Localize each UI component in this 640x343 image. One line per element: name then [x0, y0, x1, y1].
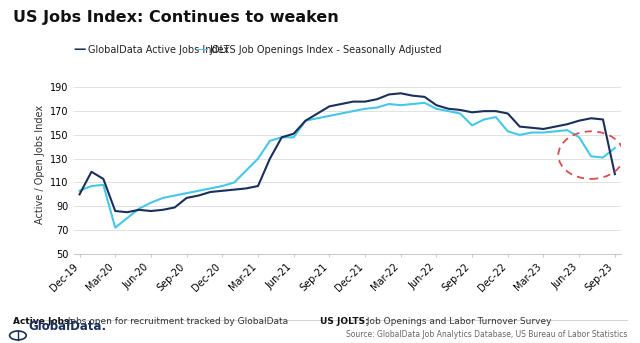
- Text: Source: GlobalData Job Analytics Database, US Bureau of Labor Statistics: Source: GlobalData Job Analytics Databas…: [346, 330, 627, 339]
- Text: —: —: [74, 43, 86, 56]
- Text: US Jobs Index: Continues to weaken: US Jobs Index: Continues to weaken: [13, 10, 339, 25]
- Text: —: —: [195, 43, 208, 56]
- Text: GlobalData.: GlobalData.: [29, 320, 107, 333]
- Text: GlobalData Active Jobs Index: GlobalData Active Jobs Index: [88, 45, 229, 55]
- Text: Job Openings and Labor Turnover Survey: Job Openings and Labor Turnover Survey: [364, 317, 551, 326]
- Text: Jobs open for recruitment tracked by GlobalData: Jobs open for recruitment tracked by Glo…: [65, 317, 289, 326]
- Y-axis label: Active / Open Jobs Index: Active / Open Jobs Index: [35, 105, 45, 224]
- Text: JOLTS Job Openings Index - Seasonally Adjusted: JOLTS Job Openings Index - Seasonally Ad…: [209, 45, 442, 55]
- Text: US JOLTS:: US JOLTS:: [320, 317, 369, 326]
- Text: Active Jobs:: Active Jobs:: [13, 317, 73, 326]
